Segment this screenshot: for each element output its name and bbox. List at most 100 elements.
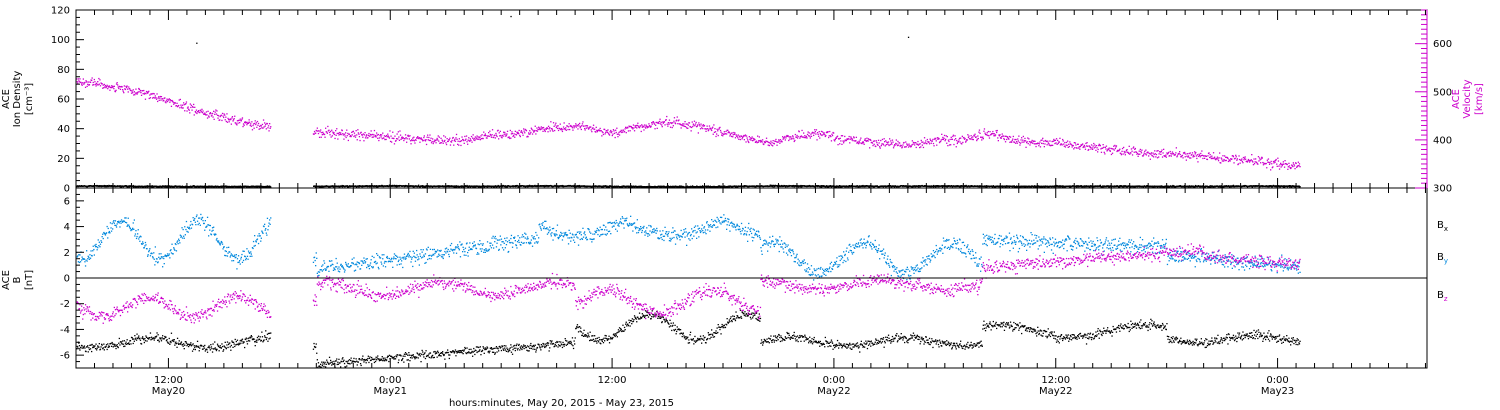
velocity-point bbox=[481, 134, 483, 136]
velocity-point bbox=[1038, 145, 1040, 147]
velocity-point bbox=[242, 125, 244, 128]
velocity-point bbox=[185, 101, 188, 103]
velocity-point bbox=[788, 136, 790, 138]
velocity-point bbox=[584, 127, 586, 130]
density-point bbox=[673, 186, 676, 188]
velocity-point bbox=[906, 143, 908, 145]
velocity-point bbox=[563, 122, 565, 124]
density-point bbox=[547, 185, 549, 187]
velocity-point bbox=[489, 133, 491, 136]
velocity-point bbox=[447, 140, 449, 142]
density-point bbox=[896, 186, 898, 188]
density-point bbox=[701, 186, 703, 188]
velocity-point bbox=[993, 135, 995, 137]
velocity-point bbox=[859, 142, 861, 144]
velocity-point bbox=[99, 79, 101, 81]
velocity-point bbox=[604, 133, 606, 135]
velocity-point bbox=[1040, 139, 1042, 141]
velocity-point bbox=[337, 132, 340, 134]
velocity-point bbox=[399, 134, 402, 136]
velocity-point bbox=[958, 137, 961, 139]
density-point bbox=[649, 185, 651, 187]
velocity-point bbox=[523, 128, 525, 130]
velocity-point bbox=[84, 81, 86, 84]
velocity-point bbox=[935, 138, 937, 140]
velocity-point bbox=[529, 130, 531, 132]
velocity-point bbox=[676, 116, 678, 118]
density-point bbox=[770, 185, 772, 187]
velocity-point bbox=[602, 133, 605, 136]
velocity-point bbox=[97, 84, 99, 86]
velocity-point bbox=[329, 134, 331, 136]
density-point bbox=[1120, 185, 1123, 187]
velocity-point bbox=[226, 113, 228, 115]
velocity-point bbox=[694, 125, 696, 127]
density-point bbox=[375, 185, 378, 187]
velocity-point bbox=[869, 147, 871, 149]
velocity-point bbox=[942, 136, 944, 139]
velocity-point bbox=[881, 138, 884, 141]
density-point bbox=[396, 184, 398, 187]
velocity-point bbox=[607, 132, 610, 134]
density-point bbox=[128, 185, 131, 188]
velocity-point bbox=[935, 140, 937, 142]
velocity-point bbox=[484, 134, 486, 136]
velocity-point bbox=[269, 127, 271, 129]
density-point bbox=[1209, 185, 1211, 187]
velocity-point bbox=[815, 129, 818, 131]
velocity-point bbox=[721, 132, 723, 135]
velocity-point bbox=[713, 124, 715, 126]
density-point bbox=[562, 185, 564, 187]
velocity-point bbox=[958, 139, 960, 141]
density-point bbox=[321, 185, 323, 187]
velocity-point bbox=[536, 130, 539, 132]
velocity-point bbox=[377, 133, 379, 136]
velocity-point bbox=[976, 138, 978, 140]
velocity-point bbox=[609, 131, 611, 133]
velocity-point bbox=[140, 92, 142, 94]
density-point bbox=[785, 186, 787, 188]
velocity-point bbox=[1112, 148, 1114, 150]
velocity-point bbox=[1067, 140, 1069, 142]
density-point bbox=[577, 185, 579, 187]
velocity-point bbox=[246, 122, 249, 124]
velocity-point bbox=[396, 138, 398, 140]
velocity-point bbox=[242, 123, 245, 125]
velocity-point bbox=[948, 140, 950, 143]
velocity-point bbox=[115, 89, 117, 91]
velocity-point bbox=[944, 140, 946, 142]
density-point bbox=[687, 186, 690, 189]
velocity-point bbox=[659, 118, 661, 120]
velocity-point bbox=[894, 144, 896, 146]
velocity-point bbox=[994, 134, 997, 136]
velocity-point bbox=[757, 135, 759, 137]
density-point bbox=[991, 185, 993, 187]
velocity-point bbox=[983, 128, 986, 130]
density-point bbox=[547, 185, 549, 188]
velocity-point bbox=[967, 134, 969, 136]
velocity-point bbox=[195, 109, 198, 111]
density-point bbox=[182, 186, 184, 188]
velocity-point bbox=[91, 77, 93, 79]
velocity-point bbox=[916, 143, 918, 146]
velocity-point bbox=[119, 88, 122, 90]
velocity-point bbox=[359, 132, 362, 134]
density-point bbox=[774, 184, 777, 187]
velocity-point bbox=[963, 138, 966, 140]
velocity-point bbox=[542, 126, 545, 129]
velocity-point bbox=[506, 130, 509, 132]
velocity-point bbox=[139, 89, 142, 92]
velocity-point bbox=[268, 130, 270, 132]
density-point bbox=[1199, 186, 1201, 188]
density-point bbox=[1011, 186, 1013, 188]
density-point bbox=[104, 185, 107, 187]
density-point bbox=[1024, 186, 1026, 188]
velocity-point bbox=[432, 142, 434, 145]
velocity-point bbox=[904, 146, 906, 148]
density-point bbox=[839, 185, 841, 187]
velocity-point bbox=[765, 140, 767, 142]
velocity-point bbox=[921, 144, 923, 146]
velocity-point bbox=[646, 127, 648, 129]
velocity-point bbox=[475, 138, 477, 140]
velocity-point bbox=[93, 84, 95, 86]
